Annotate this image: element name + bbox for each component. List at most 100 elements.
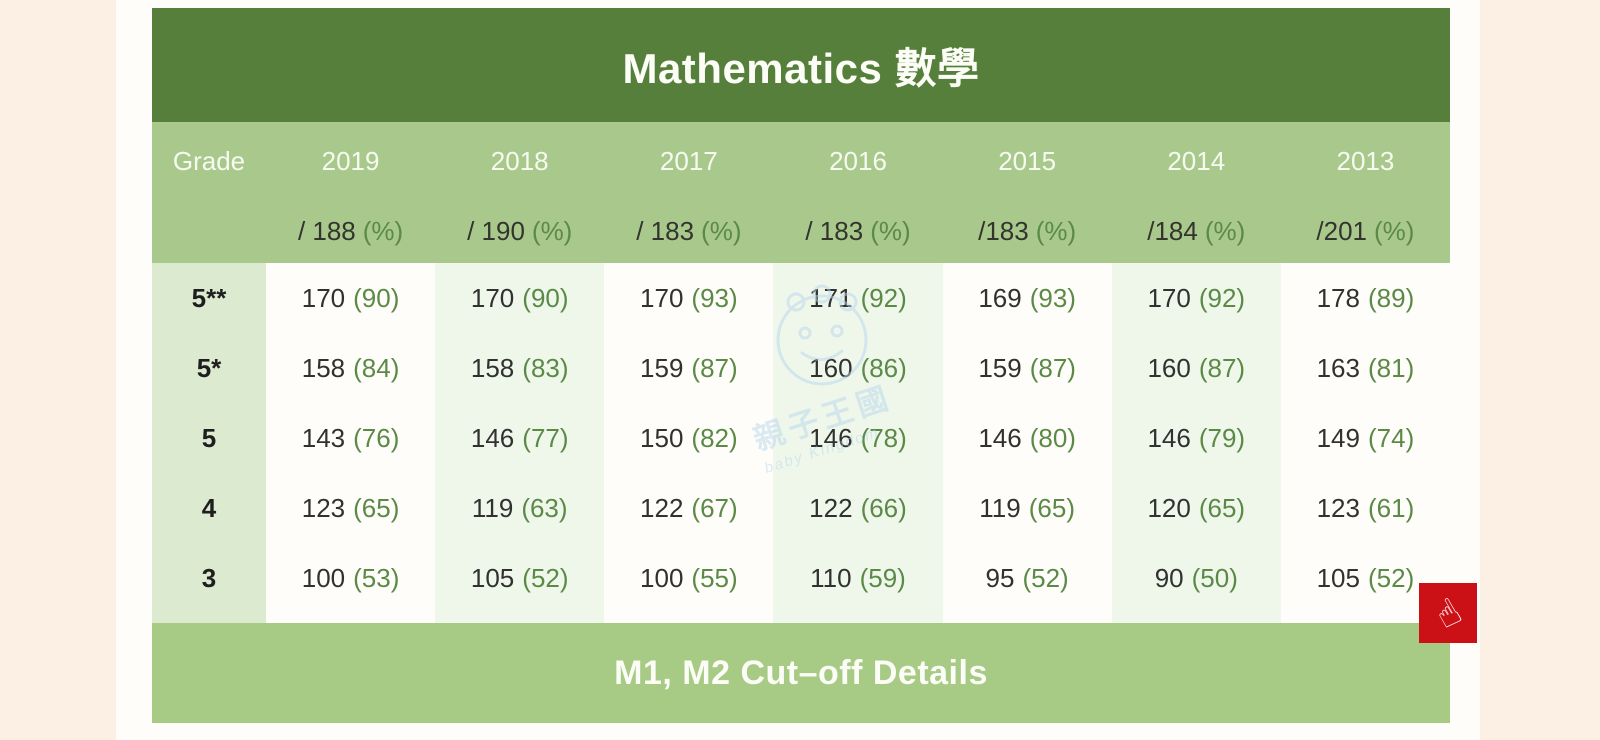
column-stripe-2018 xyxy=(435,263,605,623)
score-value: 160 xyxy=(809,352,853,383)
total-value: / 183 xyxy=(636,216,695,246)
score-cell: 123 (61) xyxy=(1281,473,1450,543)
grade-header: Grade xyxy=(172,145,246,176)
score-cell: 169 (93) xyxy=(943,263,1112,333)
score-value: 146 xyxy=(1147,422,1191,453)
score-cell: 170 (90) xyxy=(266,263,435,333)
score-cell: 119 (63) xyxy=(435,473,604,543)
score-cell: 146 (77) xyxy=(435,403,604,473)
score-percent: (66) xyxy=(860,492,907,523)
percent-label: (%) xyxy=(1374,216,1415,246)
score-cell: 158 (83) xyxy=(435,333,604,403)
score-percent: (89) xyxy=(1367,282,1415,313)
score-percent: (53) xyxy=(353,562,400,593)
score-cell: 105 (52) xyxy=(435,543,604,613)
score-value: 105 xyxy=(470,562,515,593)
year-header-2018: 2018 xyxy=(490,145,549,176)
total-value: /183 xyxy=(978,216,1029,246)
score-percent: (61) xyxy=(1367,492,1415,523)
score-value: 123 xyxy=(301,492,346,523)
score-value: 146 xyxy=(470,422,515,453)
score-value: 110 xyxy=(810,562,852,593)
score-value: 123 xyxy=(1316,492,1360,523)
grade-cell: 5** xyxy=(191,282,227,313)
score-value: 120 xyxy=(1147,492,1191,523)
total-value: / 190 xyxy=(467,216,525,246)
score-percent: (59) xyxy=(859,562,906,593)
score-cell: 160 (87) xyxy=(1112,333,1281,403)
score-percent: (67) xyxy=(691,492,738,523)
score-percent: (83) xyxy=(522,352,569,383)
total-value: / 188 xyxy=(297,216,356,246)
score-percent: (63) xyxy=(521,492,568,523)
pointer-hand-icon: ☝ xyxy=(1427,588,1469,638)
score-percent: (55) xyxy=(691,562,738,593)
score-percent: (65) xyxy=(1028,492,1075,523)
score-percent: (52) xyxy=(522,562,569,593)
m1-m2-details-button[interactable]: M1, M2 Cut–off Details xyxy=(152,623,1450,723)
score-value: 163 xyxy=(1316,352,1360,383)
footer-label: M1, M2 Cut–off Details xyxy=(614,653,988,692)
score-value: 100 xyxy=(640,562,684,593)
score-value: 90 xyxy=(1154,562,1184,593)
score-cell: 160 (86) xyxy=(773,333,942,403)
score-percent: (77) xyxy=(522,422,569,453)
total-value: /184 xyxy=(1147,216,1198,246)
score-value: 159 xyxy=(978,352,1022,383)
score-value: 170 xyxy=(470,282,515,313)
content-area: Mathematics 數學 Grade 2019 2018 2017 2016 2015… xyxy=(116,0,1480,740)
table-title: Mathematics 數學 xyxy=(622,44,980,92)
score-cell: 146 (80) xyxy=(943,403,1112,473)
score-value: 143 xyxy=(301,422,346,453)
total-header: / 190 (%) xyxy=(435,200,604,263)
grade-cell: 5* xyxy=(196,352,222,383)
total-header: / 183 (%) xyxy=(604,200,773,263)
score-cell: 122 (67) xyxy=(604,473,773,543)
score-value: 149 xyxy=(1316,422,1360,453)
score-cell: 143 (76) xyxy=(266,403,435,473)
year-header-2013: 2013 xyxy=(1336,145,1395,176)
score-value: 159 xyxy=(640,352,684,383)
cutoff-table: Mathematics 數學 Grade 2019 2018 2017 2016 2015… xyxy=(152,8,1450,723)
table-rows: 5** 170 (90) 170 (90) 170 (93) 171 (92) 169 (93) 17… xyxy=(152,263,1450,613)
score-cell: 105 (52) xyxy=(1281,543,1450,613)
score-percent: (52) xyxy=(1367,562,1415,593)
total-header: /201 (%) xyxy=(1281,200,1450,263)
score-value: 119 xyxy=(471,492,514,523)
score-value: 170 xyxy=(1147,282,1191,313)
score-cell: 119 (65) xyxy=(943,473,1112,543)
score-value: 105 xyxy=(1316,562,1360,593)
percent-label: (%) xyxy=(531,216,573,246)
percent-label: (%) xyxy=(870,216,911,246)
percent-label: (%) xyxy=(362,216,404,246)
score-cell: 100 (55) xyxy=(604,543,773,613)
jump-action-button[interactable]: ☝ xyxy=(1419,583,1477,643)
score-percent: (92) xyxy=(1198,282,1246,313)
grade-header-spacer xyxy=(152,200,266,263)
grade-cell: 5 xyxy=(201,422,217,453)
table-title-bar: Mathematics 數學 xyxy=(152,8,1450,122)
score-cell: 163 (81) xyxy=(1281,333,1450,403)
score-value: 170 xyxy=(301,282,346,313)
score-value: 122 xyxy=(640,492,684,523)
score-value: 158 xyxy=(301,352,346,383)
score-cell: 123 (65) xyxy=(266,473,435,543)
score-percent: (93) xyxy=(1029,282,1076,313)
score-percent: (65) xyxy=(1198,492,1246,523)
score-percent: (84) xyxy=(353,352,400,383)
score-value: 100 xyxy=(301,562,346,593)
score-cell: 150 (82) xyxy=(604,403,773,473)
score-percent: (93) xyxy=(691,282,738,313)
score-percent: (76) xyxy=(353,422,400,453)
score-cell: 170 (93) xyxy=(604,263,773,333)
score-value: 146 xyxy=(809,422,853,453)
percent-label: (%) xyxy=(1035,216,1077,246)
score-percent: (87) xyxy=(1198,352,1246,383)
percent-label: (%) xyxy=(1204,216,1246,246)
score-percent: (86) xyxy=(860,352,907,383)
score-percent: (65) xyxy=(353,492,400,523)
score-cell: 170 (90) xyxy=(435,263,604,333)
score-percent: (80) xyxy=(1029,422,1076,453)
score-percent: (52) xyxy=(1022,562,1069,593)
score-cell: 110 (59) xyxy=(773,543,942,613)
